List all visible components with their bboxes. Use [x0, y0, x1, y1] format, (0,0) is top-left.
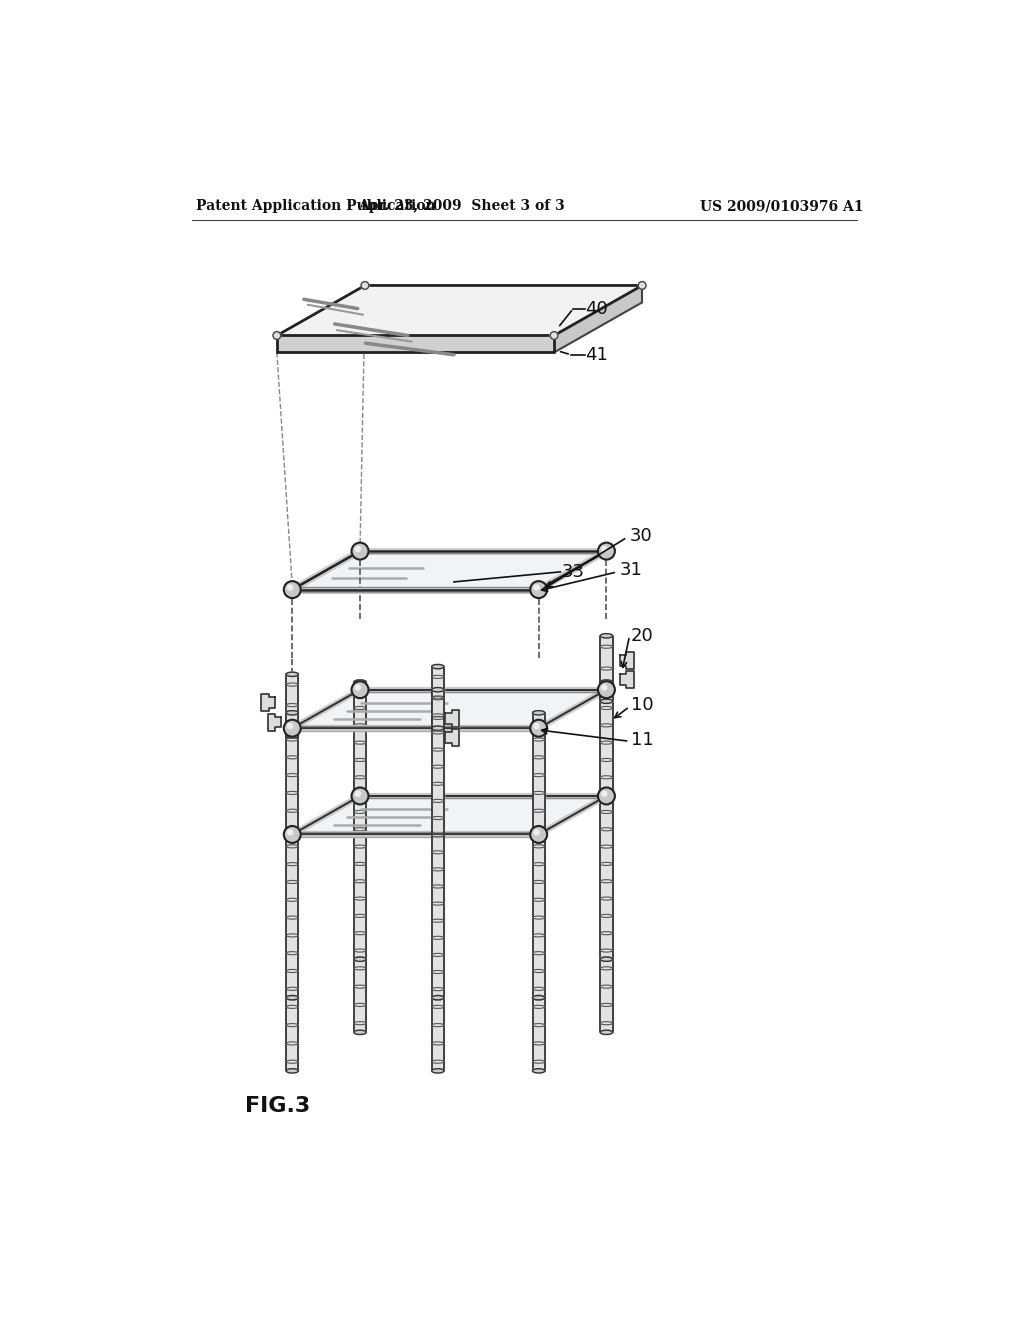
Polygon shape [532, 998, 545, 1071]
Polygon shape [286, 675, 298, 737]
Ellipse shape [432, 995, 444, 999]
Circle shape [288, 830, 293, 834]
Circle shape [284, 719, 301, 737]
Circle shape [355, 685, 360, 690]
Ellipse shape [600, 680, 612, 684]
Polygon shape [445, 710, 460, 726]
Circle shape [351, 543, 369, 560]
Circle shape [351, 788, 369, 804]
Ellipse shape [432, 664, 444, 669]
Text: FIG.3: FIG.3 [245, 1096, 310, 1115]
Text: 11: 11 [631, 731, 653, 748]
Circle shape [530, 826, 547, 843]
Ellipse shape [354, 957, 367, 961]
Text: 41: 41 [585, 346, 607, 364]
Polygon shape [286, 998, 298, 1071]
Circle shape [355, 546, 360, 552]
Circle shape [550, 331, 558, 339]
Ellipse shape [432, 1069, 444, 1073]
Polygon shape [267, 714, 282, 730]
Ellipse shape [600, 700, 612, 704]
Ellipse shape [600, 957, 612, 961]
Circle shape [351, 681, 369, 698]
Ellipse shape [600, 1030, 612, 1035]
Text: 30: 30 [630, 527, 652, 545]
Ellipse shape [432, 688, 444, 692]
Polygon shape [286, 713, 298, 998]
Circle shape [284, 826, 301, 843]
Circle shape [530, 581, 547, 598]
Polygon shape [292, 796, 606, 834]
Ellipse shape [286, 734, 298, 738]
Circle shape [534, 585, 539, 590]
Circle shape [284, 581, 301, 598]
Polygon shape [445, 729, 460, 746]
Text: Apr. 23, 2009  Sheet 3 of 3: Apr. 23, 2009 Sheet 3 of 3 [358, 199, 565, 213]
Ellipse shape [354, 1030, 367, 1035]
Circle shape [638, 281, 646, 289]
Ellipse shape [286, 995, 298, 999]
Circle shape [288, 723, 293, 729]
Polygon shape [292, 689, 606, 729]
Ellipse shape [354, 680, 367, 684]
Polygon shape [276, 335, 554, 352]
Ellipse shape [532, 710, 545, 715]
Circle shape [602, 791, 607, 796]
Polygon shape [261, 694, 275, 711]
Polygon shape [600, 682, 612, 960]
Polygon shape [621, 671, 634, 688]
Circle shape [534, 830, 539, 834]
Circle shape [598, 681, 614, 698]
Text: 20: 20 [631, 627, 653, 644]
Ellipse shape [286, 710, 298, 715]
Ellipse shape [432, 726, 444, 730]
Polygon shape [432, 998, 444, 1071]
Circle shape [602, 546, 607, 552]
Circle shape [598, 788, 614, 804]
Circle shape [602, 685, 607, 690]
Circle shape [273, 331, 281, 339]
Circle shape [361, 281, 369, 289]
Ellipse shape [432, 995, 444, 999]
Ellipse shape [286, 672, 298, 676]
Ellipse shape [600, 957, 612, 961]
Polygon shape [354, 682, 367, 960]
Text: Patent Application Publication: Patent Application Publication [196, 199, 435, 213]
Circle shape [598, 543, 614, 560]
Polygon shape [532, 713, 545, 998]
Text: US 2009/0103976 A1: US 2009/0103976 A1 [700, 199, 864, 213]
Ellipse shape [286, 995, 298, 999]
Circle shape [288, 585, 293, 590]
Polygon shape [276, 285, 642, 335]
Circle shape [534, 723, 539, 729]
Ellipse shape [600, 634, 612, 638]
Polygon shape [432, 667, 444, 729]
Polygon shape [432, 689, 444, 998]
Polygon shape [600, 960, 612, 1032]
Ellipse shape [354, 957, 367, 961]
Text: 33: 33 [562, 562, 585, 581]
Text: 10: 10 [631, 696, 653, 714]
Ellipse shape [532, 995, 545, 999]
Text: 40: 40 [585, 300, 607, 318]
Circle shape [355, 791, 360, 796]
Polygon shape [600, 636, 612, 701]
Polygon shape [554, 285, 642, 352]
Ellipse shape [532, 1069, 545, 1073]
Polygon shape [354, 960, 367, 1032]
Polygon shape [621, 652, 634, 669]
Ellipse shape [286, 1069, 298, 1073]
Text: 31: 31 [620, 561, 642, 579]
Ellipse shape [532, 995, 545, 999]
Circle shape [530, 719, 547, 737]
Polygon shape [292, 552, 606, 590]
